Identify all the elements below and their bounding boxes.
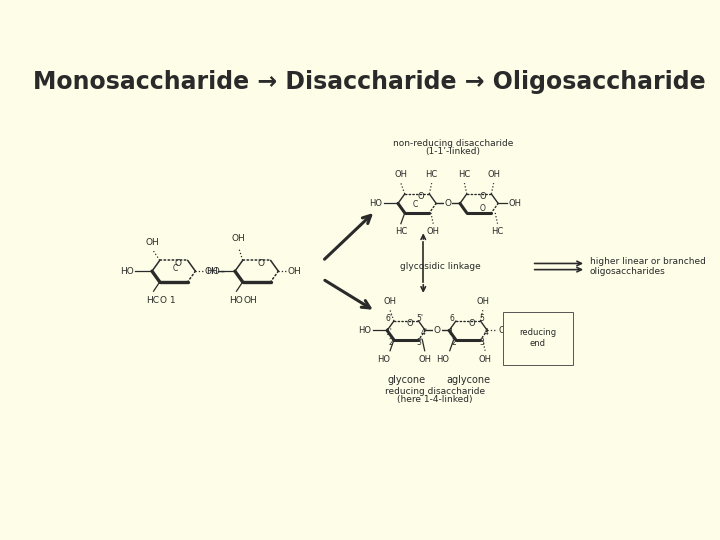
- Text: (here 1-4-linked): (here 1-4-linked): [397, 395, 472, 404]
- Text: HO: HO: [229, 296, 243, 305]
- Text: O: O: [407, 319, 413, 328]
- Text: OH: OH: [395, 170, 408, 179]
- Text: O: O: [418, 192, 424, 201]
- Text: OH: OH: [487, 170, 500, 179]
- Text: OH: OH: [204, 267, 218, 275]
- Text: non-reducing disaccharide: non-reducing disaccharide: [392, 139, 513, 148]
- Text: Monosaccharide → Disaccharide → Oligosaccharide: Monosaccharide → Disaccharide → Oligosac…: [32, 70, 706, 94]
- Text: HC: HC: [492, 227, 504, 236]
- Text: 6: 6: [449, 314, 454, 323]
- Text: 2': 2': [389, 338, 396, 347]
- Text: 1: 1: [449, 328, 453, 338]
- Text: C: C: [413, 200, 418, 210]
- Text: OH: OH: [232, 234, 246, 244]
- Text: reducing
end: reducing end: [519, 328, 557, 348]
- Text: aglycone: aglycone: [446, 375, 490, 385]
- Text: O: O: [433, 326, 441, 335]
- Text: HC: HC: [426, 170, 438, 179]
- Text: C: C: [173, 265, 178, 273]
- Text: O: O: [444, 199, 451, 208]
- Text: 2: 2: [452, 338, 456, 347]
- Text: OH: OH: [287, 267, 302, 275]
- Text: glycosidic linkage: glycosidic linkage: [400, 262, 481, 271]
- Text: HC: HC: [459, 170, 471, 179]
- Text: OH: OH: [243, 296, 257, 305]
- Text: HO: HO: [120, 267, 133, 275]
- Text: O: O: [480, 204, 486, 213]
- Text: HO: HO: [206, 267, 220, 275]
- Text: OH: OH: [498, 326, 511, 335]
- Text: –: –: [216, 262, 225, 280]
- Text: OH: OH: [509, 199, 522, 208]
- Text: (1-1’-linked): (1-1’-linked): [426, 146, 480, 156]
- Text: 5': 5': [417, 314, 423, 323]
- Text: higher linear or branched
oligosaccharides: higher linear or branched oligosaccharid…: [590, 257, 706, 276]
- Text: O: O: [258, 259, 265, 268]
- Text: OH: OH: [477, 296, 490, 306]
- Text: HO: HO: [369, 199, 382, 208]
- Text: 1': 1': [385, 328, 392, 338]
- Text: HC: HC: [395, 227, 407, 236]
- Text: OH: OH: [479, 355, 492, 364]
- Text: 4': 4': [420, 328, 427, 338]
- Text: HO: HO: [377, 355, 390, 364]
- Text: reducing disaccharide: reducing disaccharide: [384, 387, 485, 396]
- Text: O: O: [480, 192, 486, 201]
- Text: OH: OH: [427, 227, 440, 236]
- Text: OH: OH: [146, 238, 160, 247]
- Text: O: O: [175, 259, 182, 268]
- Text: 3': 3': [417, 338, 423, 347]
- Text: 5: 5: [480, 314, 485, 323]
- Text: HC: HC: [146, 296, 159, 305]
- Text: 6': 6': [386, 314, 393, 323]
- Text: 3: 3: [480, 338, 485, 347]
- Text: OH: OH: [384, 296, 397, 306]
- Text: 4: 4: [483, 328, 488, 338]
- Text: HO: HO: [359, 326, 372, 335]
- Text: OH: OH: [418, 355, 431, 364]
- Text: glycone: glycone: [387, 375, 426, 385]
- Text: O 1: O 1: [160, 296, 175, 305]
- Text: O: O: [469, 319, 475, 328]
- Text: HO: HO: [436, 355, 449, 364]
